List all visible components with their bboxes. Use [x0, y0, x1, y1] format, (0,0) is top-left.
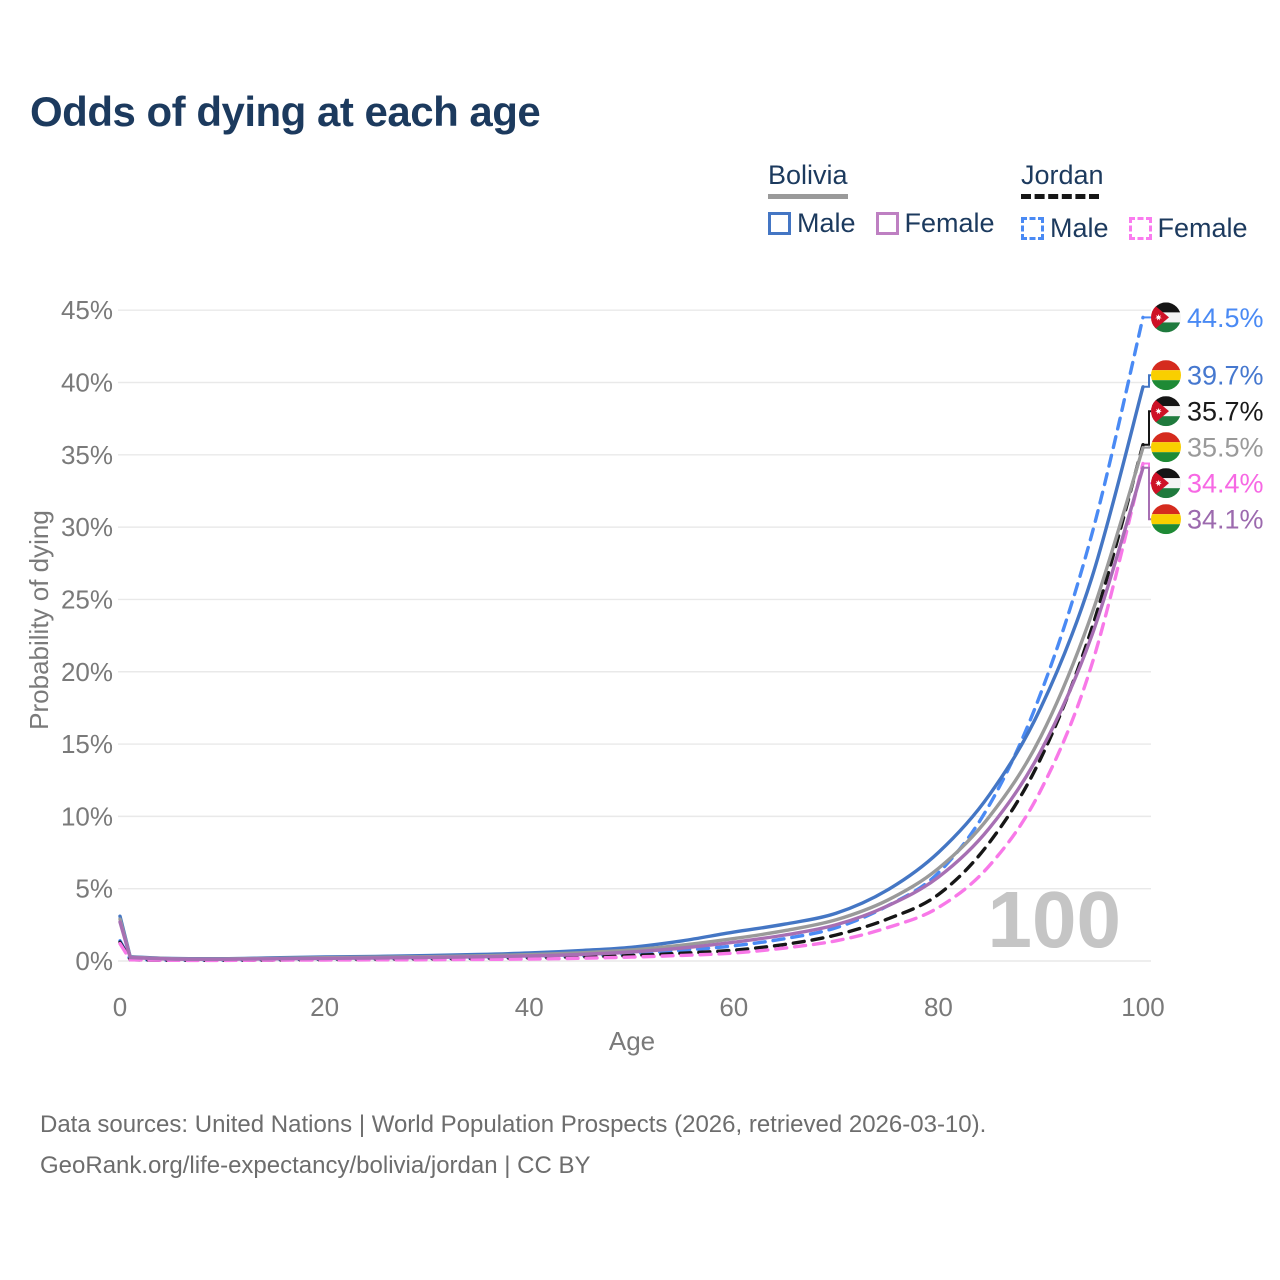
- bolivia-flag-icon: [1151, 432, 1181, 463]
- legend-label-jordan-female: Female: [1157, 213, 1248, 243]
- y-axis-title: Probability of dying: [24, 510, 54, 730]
- end-value-label: 35.5%: [1187, 433, 1264, 463]
- jordan-line-style-swatch: [1021, 194, 1099, 204]
- x-tick-label: 40: [515, 992, 544, 1022]
- y-tick-label: 0%: [75, 946, 113, 976]
- legend-group-bolivia: Bolivia Male Female: [768, 162, 995, 239]
- x-tick-label: 80: [924, 992, 953, 1022]
- legend-item-jordan-female[interactable]: Female: [1128, 213, 1248, 244]
- x-axis-title: Age: [609, 1026, 655, 1056]
- y-tick-label: 20%: [61, 657, 113, 687]
- legend-country-jordan: Jordan: [1021, 160, 1104, 190]
- age-hover-watermark: 100: [988, 875, 1121, 964]
- series-line-bolivia-female: [118, 466, 1145, 962]
- end-value-label: 34.4%: [1187, 469, 1264, 499]
- y-tick-label: 45%: [61, 295, 113, 325]
- series-line-jordan-female: [118, 461, 1145, 963]
- page-title: Odds of dying at each age: [30, 88, 541, 135]
- x-tick-label: 20: [310, 992, 339, 1022]
- end-label-connector: [1143, 466, 1151, 521]
- x-tick-label: 60: [719, 992, 748, 1022]
- bolivia-flag-icon: [1151, 504, 1181, 535]
- x-tick-label: 0: [113, 992, 127, 1022]
- y-tick-label: 5%: [75, 874, 113, 904]
- footer-attribution: GeoRank.org/life-expectancy/bolivia/jord…: [40, 1152, 591, 1179]
- legend-country-bolivia: Bolivia: [768, 160, 848, 190]
- legend-label-bolivia-female: Female: [904, 208, 995, 238]
- footer-sources: Data sources: United Nations | World Pop…: [40, 1111, 987, 1138]
- y-tick-label: 10%: [61, 801, 113, 831]
- jordan-female-checkbox-icon: [1128, 217, 1152, 240]
- legend-item-bolivia-female[interactable]: Female: [875, 208, 995, 239]
- end-value-label: 39.7%: [1187, 361, 1264, 391]
- bolivia-flag-icon: [1151, 360, 1181, 391]
- series-line-bolivia-male: [118, 385, 1145, 961]
- series-line-jordan-both-sexes: [118, 443, 1145, 963]
- y-tick-label: 35%: [61, 440, 113, 470]
- jordan-flag-icon: [1151, 302, 1181, 333]
- bolivia-line-style-swatch: [768, 194, 848, 199]
- legend-item-bolivia-male[interactable]: Male: [768, 208, 856, 239]
- legend-label-jordan-male: Male: [1050, 213, 1109, 243]
- legend-item-jordan-male[interactable]: Male: [1021, 213, 1109, 244]
- legend-group-jordan: Jordan Male Female: [1021, 162, 1248, 244]
- jordan-male-checkbox-icon: [1021, 217, 1044, 240]
- end-label-connector: [1143, 410, 1151, 446]
- end-value-label: 34.1%: [1187, 505, 1264, 535]
- y-tick-label: 25%: [61, 584, 113, 614]
- data-source-note: Data sources: United Nations | World Pop…: [40, 1104, 986, 1186]
- legend-label-bolivia-male: Male: [797, 208, 856, 238]
- bolivia-male-checkbox-icon: [768, 212, 791, 235]
- x-tick-label: 100: [1121, 992, 1164, 1022]
- end-value-label: 44.5%: [1187, 303, 1264, 333]
- end-label-connector: [1143, 374, 1151, 388]
- y-tick-label: 40%: [61, 368, 113, 398]
- end-value-label: 35.7%: [1187, 397, 1264, 427]
- jordan-flag-icon: [1151, 468, 1181, 499]
- y-tick-label: 30%: [61, 512, 113, 542]
- y-tick-label: 15%: [61, 729, 113, 759]
- jordan-flag-icon: [1151, 396, 1181, 427]
- bolivia-female-checkbox-icon: [875, 212, 899, 235]
